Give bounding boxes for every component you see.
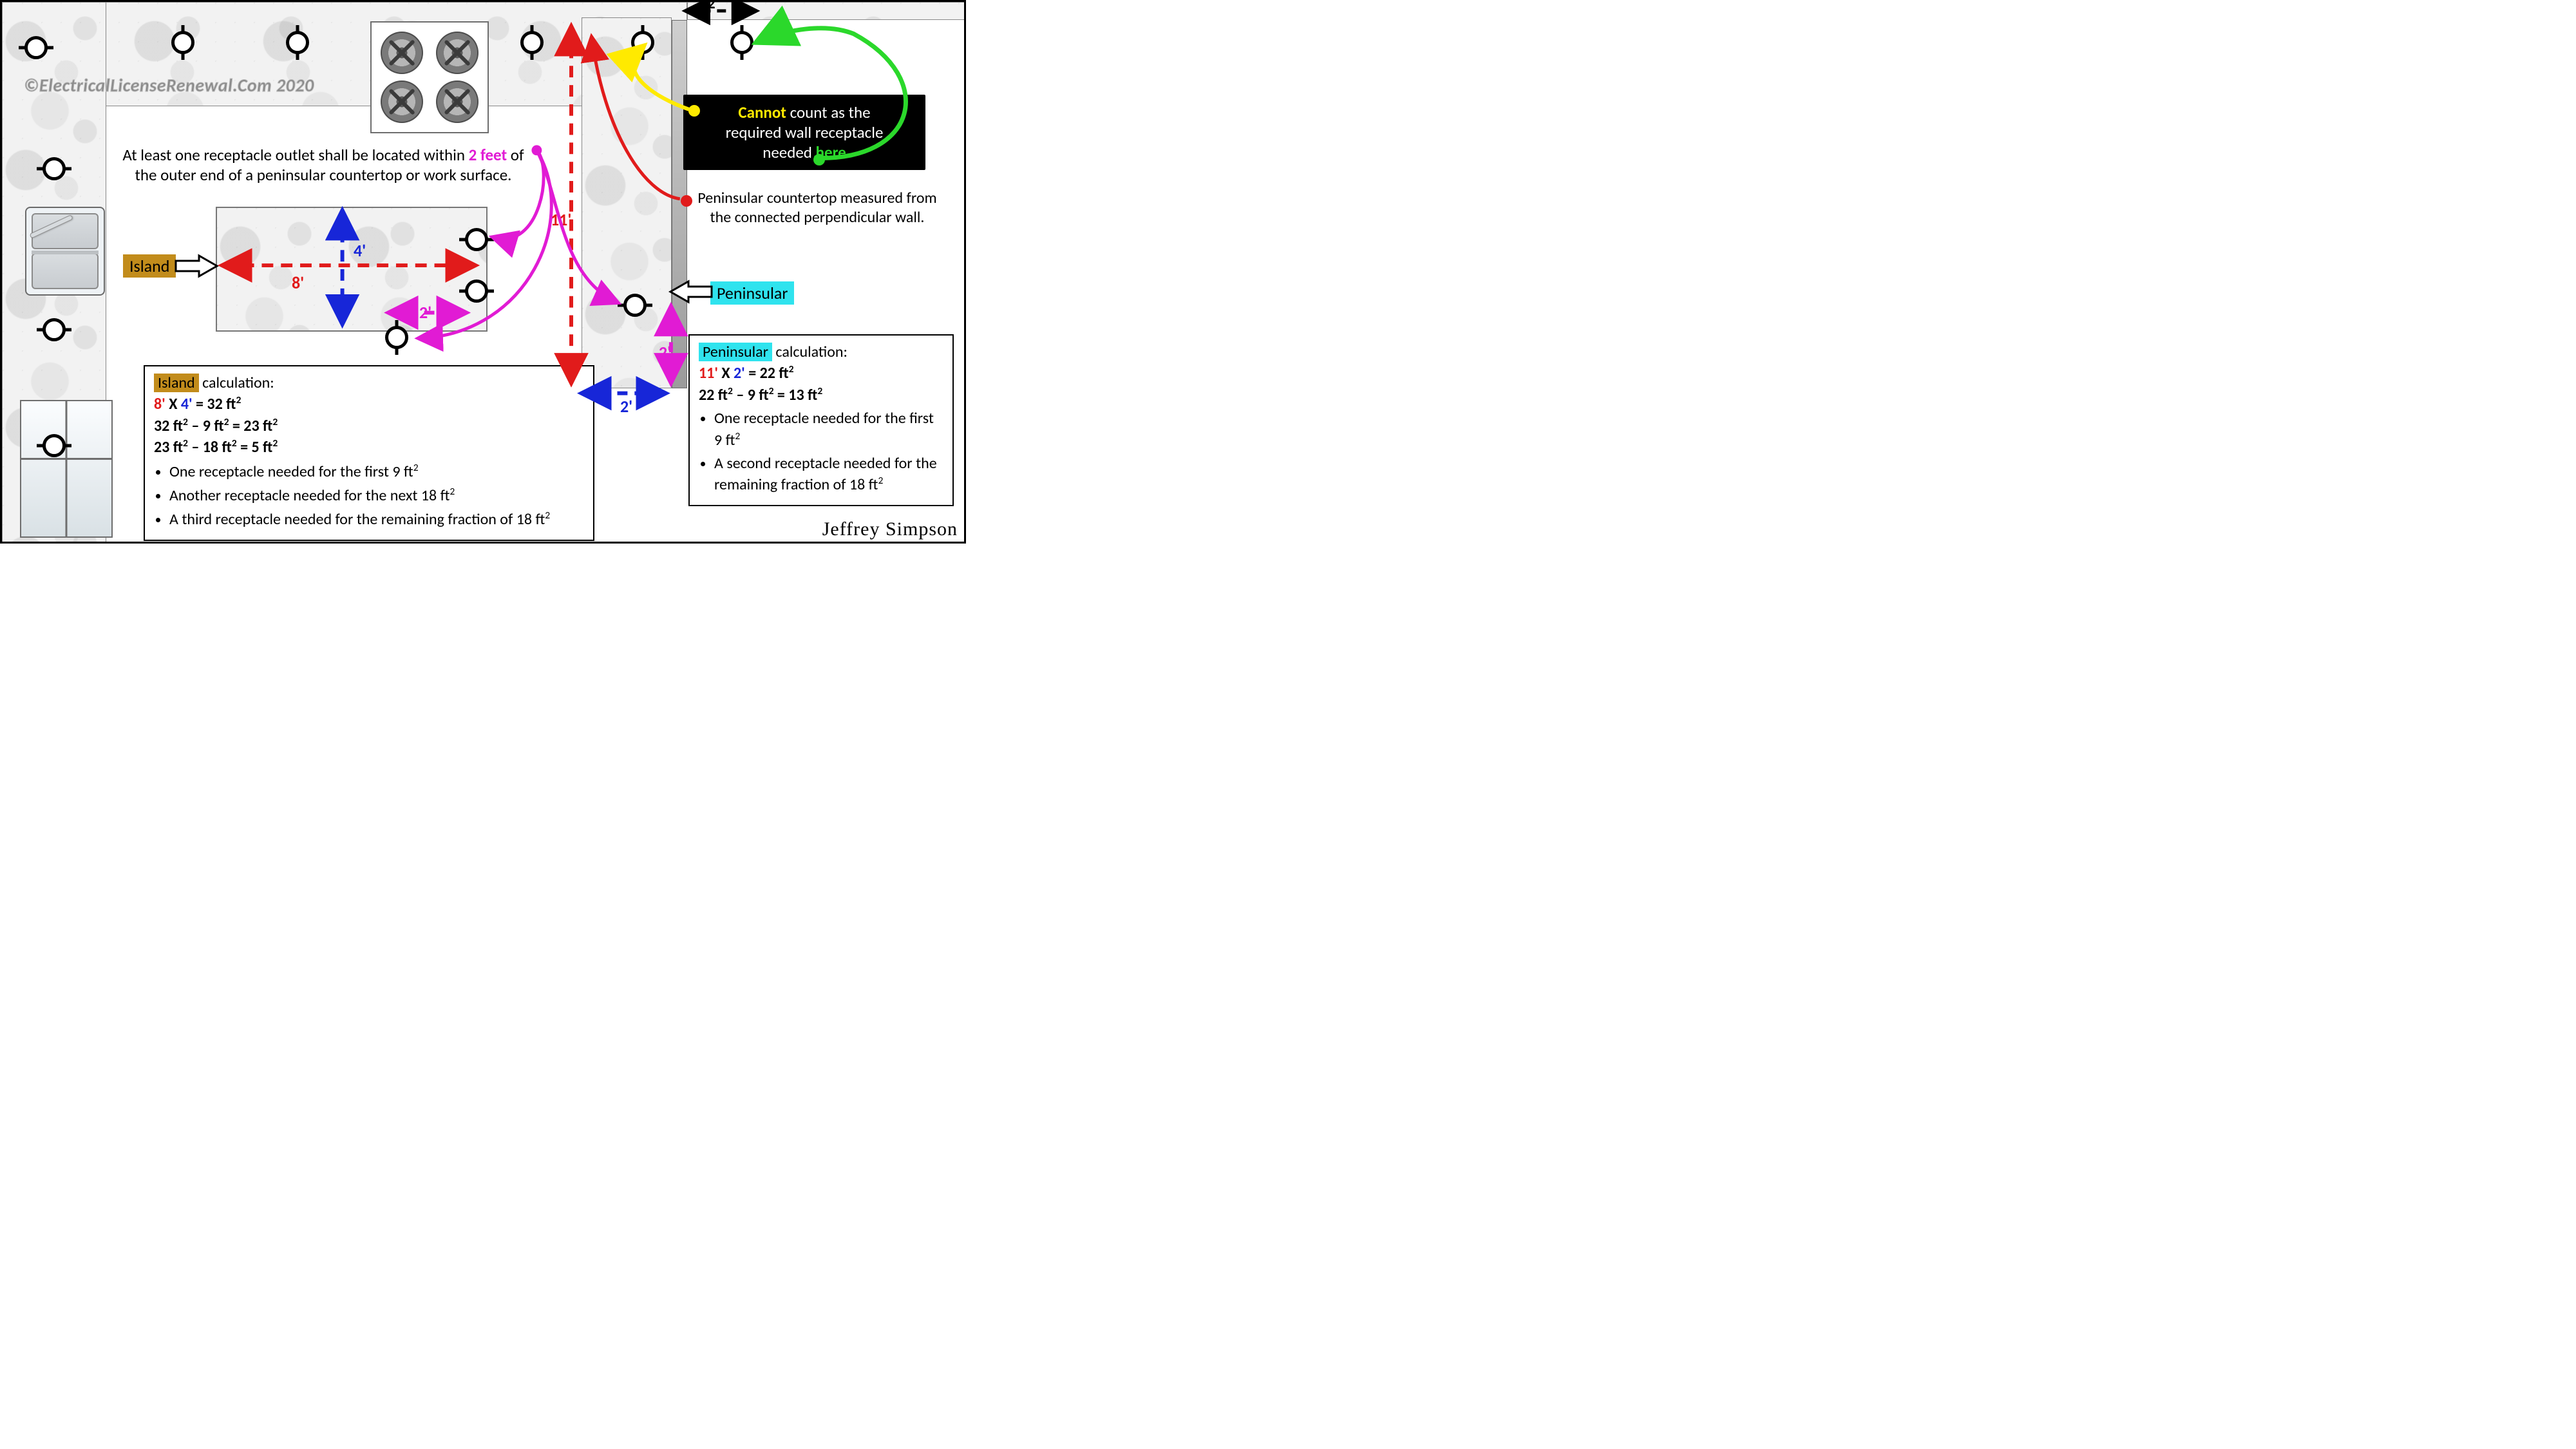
legend-dot-yellow xyxy=(688,105,700,117)
sink xyxy=(25,207,105,296)
island-calc-box: Island calculation: 8' X 4' = 32 ft2 32 … xyxy=(144,365,594,541)
outlet-icon xyxy=(23,34,50,61)
kitchen-diagram: ©ElectricalLicenseRenewal.Com 2020 At le… xyxy=(0,0,966,544)
island-label: Island xyxy=(123,254,176,278)
outlet-icon xyxy=(284,29,311,56)
refrigerator xyxy=(20,400,113,538)
outlet-icon xyxy=(41,316,68,343)
outlet-icon xyxy=(383,324,410,351)
dim-island-4: 4' xyxy=(354,240,366,261)
legend-dot-green xyxy=(813,154,825,166)
author-signature: Jeffrey Simpson xyxy=(822,518,958,540)
arrow-icon xyxy=(668,280,713,307)
black-callout: Cannot count as the required wall recept… xyxy=(683,95,925,170)
dim-2-bottom: 2' xyxy=(620,396,632,417)
peninsular-calc-box: Peninsular calculation: 11' X 2' = 22 ft… xyxy=(688,334,954,506)
outlet-icon xyxy=(463,226,490,253)
dim-island-2: 2' xyxy=(419,302,431,323)
dim-2-side: 2' xyxy=(659,342,671,363)
outlet-icon xyxy=(169,29,196,56)
dim-top-2ft xyxy=(710,1,714,21)
red-legend-note: Peninsular countertop measured from the … xyxy=(695,189,940,227)
outlet-icon xyxy=(41,155,68,182)
copyright-text: ©ElectricalLicenseRenewal.Com 2020 xyxy=(24,74,314,97)
countertop-peninsular xyxy=(582,17,672,388)
outlet-icon xyxy=(728,29,755,56)
outlet-icon xyxy=(518,29,545,56)
outlet-icon xyxy=(621,292,649,319)
wall-ledge-top-right xyxy=(687,2,966,20)
legend-dot-red xyxy=(681,195,692,207)
outlet-icon xyxy=(463,278,490,305)
outlet-icon xyxy=(629,29,656,56)
peninsular-label: Peninsular xyxy=(710,281,794,305)
outer-end-note: At least one receptacle outlet shall be … xyxy=(110,145,536,185)
dim-island-8: 8' xyxy=(292,272,304,293)
outlet-icon xyxy=(41,432,68,459)
dim-11: 11' xyxy=(551,209,571,230)
arrow-icon xyxy=(175,254,220,281)
countertop-island xyxy=(216,207,488,332)
cooktop xyxy=(370,21,489,133)
